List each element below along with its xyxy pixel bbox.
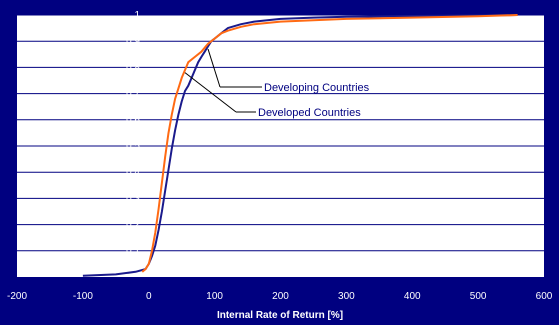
y-tick-label-2: 0,3 (126, 193, 140, 204)
x-tick-label-8: 600 (536, 291, 553, 302)
annotation-label-0: Developing Countries (264, 82, 370, 94)
series-line-developed (141, 14, 518, 273)
y-tick-label-5: 0,6 (126, 115, 140, 126)
x-axis-title: Internal Rate of Return [%] (217, 310, 343, 321)
y-tick-labels: 0,1 0,2 0,3 0,4 0,5 0,6 0,7 0,8 0,9 1 (126, 10, 140, 257)
y-tick-label-1: 0,2 (126, 220, 140, 231)
y-tick-label-0: 0,1 (126, 246, 140, 257)
annotation-leader-0 (207, 48, 221, 88)
x-tick-label-2: 0 (146, 291, 152, 302)
x-tick-label-0: -200 (7, 291, 27, 302)
y-tick-label-4: 0,5 (126, 141, 140, 152)
annotation-layer: Developing Countries Developed Countries (184, 48, 370, 119)
x-tick-label-5: 300 (338, 291, 355, 302)
annotation-label-1: Developed Countries (258, 107, 361, 119)
gridlines (17, 14, 544, 252)
y-tick-label-9: 1 (134, 10, 140, 21)
x-tick-label-4: 200 (272, 291, 289, 302)
x-tick-label-6: 400 (404, 291, 421, 302)
x-tick-label-3: 100 (206, 291, 223, 302)
y-tick-label-7: 0,8 (126, 62, 140, 73)
y-tick-label-8: 0,9 (126, 36, 140, 47)
x-tick-labels: -200 -100 0 100 200 300 400 500 600 (7, 291, 553, 302)
y-tick-label-6: 0,7 (126, 89, 140, 100)
annotation-leader-1 (184, 72, 237, 113)
y-tick-label-3: 0,4 (126, 167, 140, 178)
x-tick-label-1: -100 (73, 291, 93, 302)
x-tick-label-7: 500 (470, 291, 487, 302)
